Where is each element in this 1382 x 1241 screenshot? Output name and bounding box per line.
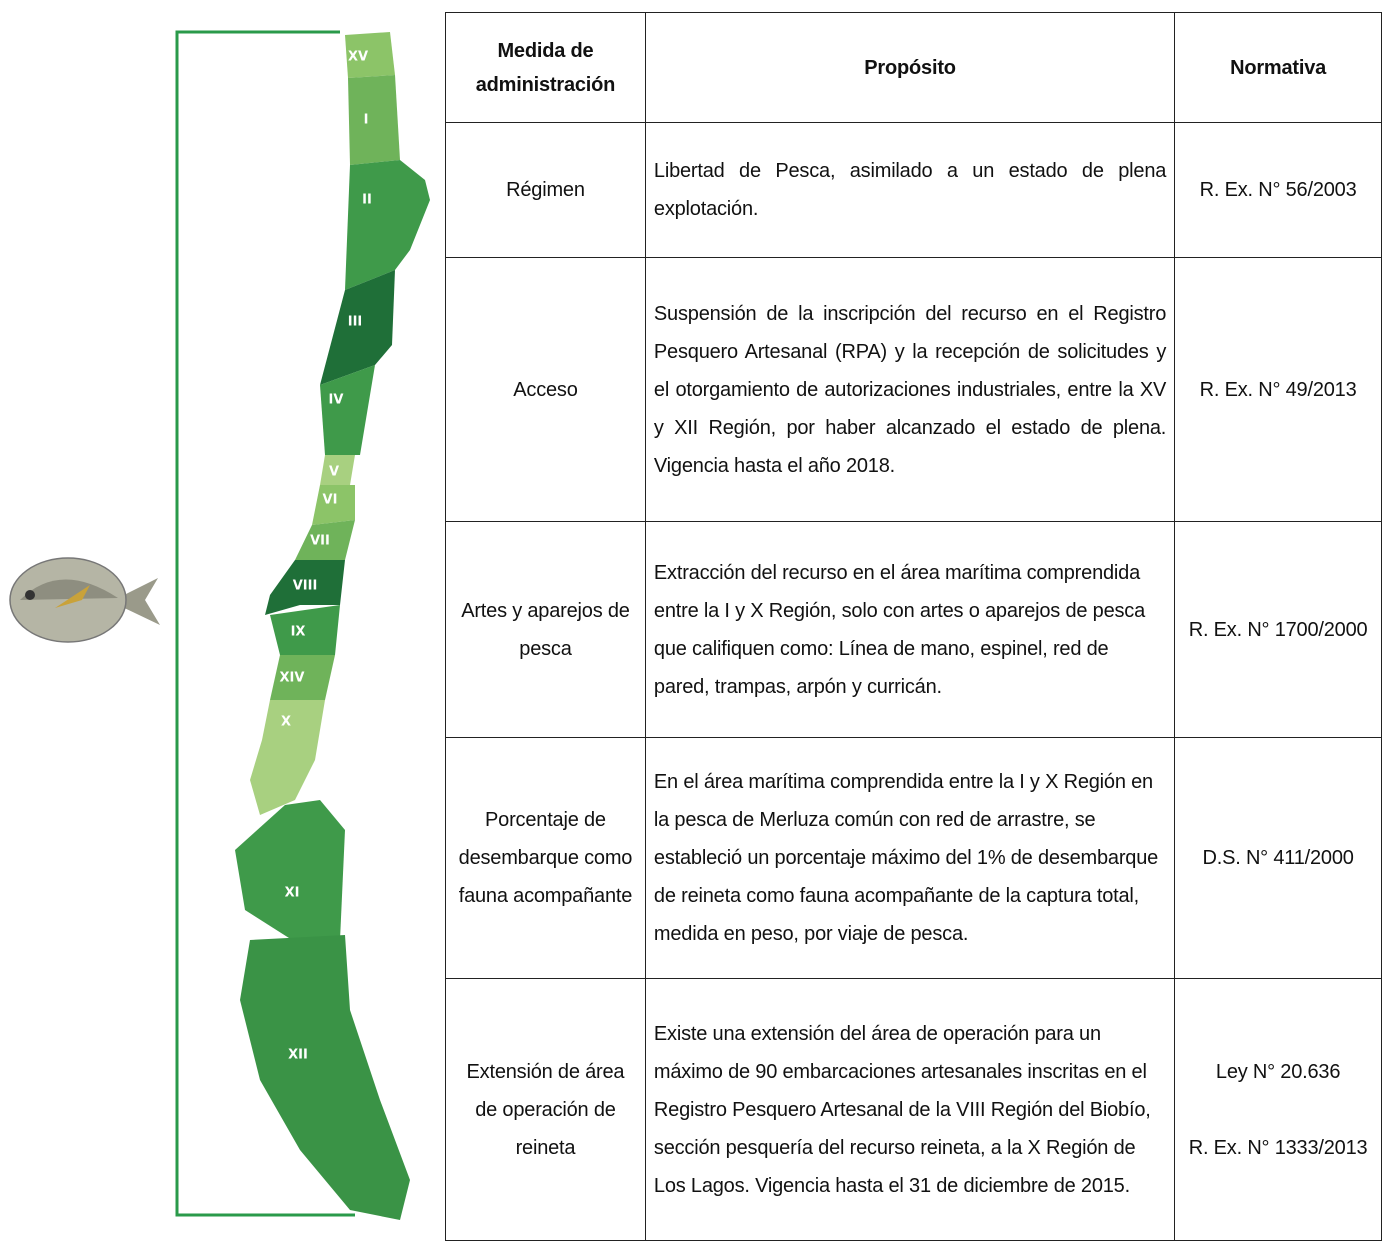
region-label: XV (348, 50, 368, 65)
header-cell: Medida de administración (445, 12, 646, 123)
bracket (175, 30, 355, 1217)
region-label: IX (291, 625, 306, 640)
region-label: I (364, 113, 369, 128)
region-label: XIV (280, 671, 305, 686)
table-cell: Suspensión de la inscripción del recurso… (644, 257, 1176, 522)
table-row: Porcentaje de desembarque como fauna aco… (445, 737, 1382, 979)
table-row: Artes y aparejos de pesca Extracción del … (445, 521, 1382, 738)
region-label: II (362, 193, 372, 208)
table-row: Extensión de área de operación de reinet… (445, 978, 1382, 1241)
region-label: VII (310, 534, 330, 549)
table-cell: Existe una extensión del área de operaci… (644, 978, 1176, 1241)
table-cell: Libertad de Pesca, asimilado a un estado… (644, 122, 1176, 258)
table-cell: R. Ex. N° 49/2013 (1174, 257, 1382, 522)
region-label: X (281, 715, 291, 730)
table-row: Régimen Libertad de Pesca, asimilado a un… (445, 122, 1382, 258)
region-label: IV (329, 393, 344, 408)
measures-table: Medida de administración Propósito Norma… (445, 12, 1382, 1241)
table-cell: Extracción del recurso en el área maríti… (644, 521, 1176, 738)
fish (9, 557, 160, 643)
table-cell: Acceso (445, 257, 646, 522)
region-label: V (329, 465, 339, 480)
table-cell: Artes y aparejos de pesca (445, 521, 646, 738)
region-label: VIII (293, 579, 318, 594)
table-cell: R. Ex. N° 1700/2000 (1174, 521, 1382, 738)
region-label: XI (285, 886, 300, 901)
header-row: Medida de administración Propósito Norma… (445, 12, 1382, 123)
header-cell: Normativa (1174, 12, 1382, 123)
table-cell: Régimen (445, 122, 646, 258)
region-label: III (348, 315, 363, 330)
table-cell: D.S. N° 411/2000 (1174, 737, 1382, 979)
table-cell: En el área marítima comprendida entre la… (644, 737, 1176, 979)
table-row: Acceso Suspensión de la inscripción del r… (445, 257, 1382, 522)
table-cell: R. Ex. N° 56/2003 (1174, 122, 1382, 258)
chile-map (235, 32, 430, 1220)
header-cell: Propósito (644, 12, 1176, 123)
cell-line: R. Ex. N° 1333/2013 (1188, 1136, 1368, 1159)
region-label: VI (323, 493, 338, 508)
table-cell: Extensión de área de operación de reinet… (445, 978, 646, 1241)
cell-line: Ley N° 20.636 (1215, 1060, 1341, 1083)
table-cell: Ley N° 20.636 R. Ex. N° 1333/2013 (1174, 978, 1382, 1241)
table-cell: Porcentaje de desembarque como fauna aco… (445, 737, 646, 979)
region-label: XII (288, 1048, 308, 1063)
spacer (1183, 1091, 1373, 1129)
